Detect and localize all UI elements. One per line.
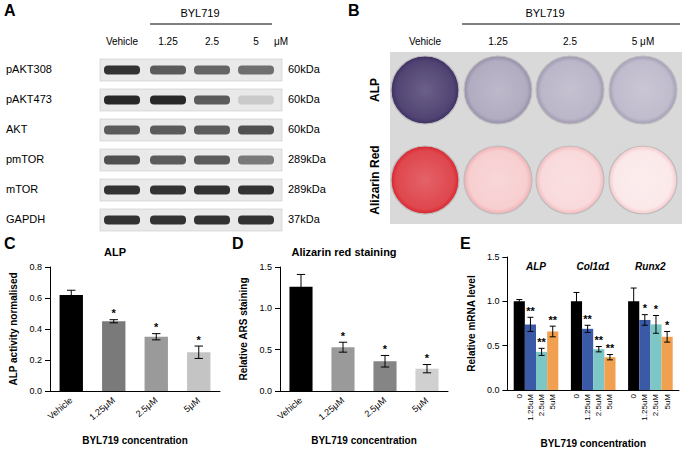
svg-text:0: 0	[572, 393, 581, 398]
svg-text:AKT: AKT	[6, 123, 28, 135]
svg-text:1.5: 1.5	[487, 252, 500, 262]
svg-text:ALP: ALP	[368, 78, 382, 102]
svg-text:2.5: 2.5	[563, 36, 577, 47]
svg-text:*: *	[383, 343, 388, 355]
svg-text:0.0: 0.0	[487, 385, 500, 395]
svg-text:pAKT308: pAKT308	[6, 63, 52, 75]
svg-text:Relative mRNA level: Relative mRNA level	[466, 275, 477, 372]
svg-text:Vehicle: Vehicle	[46, 395, 75, 421]
svg-text:BYL719: BYL719	[180, 7, 219, 19]
svg-text:60kDa: 60kDa	[288, 123, 321, 135]
svg-text:2.5: 2.5	[205, 36, 219, 47]
svg-text:**: **	[526, 305, 535, 317]
svg-text:5μM: 5μM	[182, 395, 202, 414]
svg-text:0.5: 0.5	[259, 345, 272, 355]
svg-text:Vehicle: Vehicle	[276, 395, 305, 421]
svg-text:**: **	[595, 334, 604, 346]
svg-text:ALP: ALP	[525, 261, 546, 272]
svg-text:0.6: 0.6	[29, 293, 42, 303]
svg-text:5: 5	[253, 36, 259, 47]
svg-text:1.25: 1.25	[488, 36, 508, 47]
svg-text:1.25μM: 1.25μM	[87, 395, 117, 422]
svg-text:GAPDH: GAPDH	[6, 213, 45, 225]
svg-text:5μM: 5μM	[410, 395, 430, 414]
svg-text:1.25μM: 1.25μM	[317, 395, 347, 422]
svg-text:0.2: 0.2	[29, 355, 42, 365]
svg-text:0: 0	[629, 393, 638, 398]
svg-text:2.5uM: 2.5uM	[651, 394, 660, 417]
svg-text:1.5: 1.5	[259, 262, 272, 272]
svg-text:289kDa: 289kDa	[288, 183, 327, 195]
svg-text:**: **	[548, 314, 557, 326]
svg-text:0.0: 0.0	[29, 386, 42, 396]
svg-text:pAKT473: pAKT473	[6, 93, 52, 105]
svg-text:289kDa: 289kDa	[288, 153, 327, 165]
svg-text:0.0: 0.0	[259, 386, 272, 396]
svg-text:1.25: 1.25	[158, 36, 178, 47]
svg-text:0.5: 0.5	[487, 341, 500, 351]
svg-text:5uM: 5uM	[663, 394, 672, 410]
svg-text:Alizarin red staining: Alizarin red staining	[291, 246, 396, 258]
svg-text:*: *	[425, 352, 430, 364]
svg-text:*: *	[197, 334, 202, 346]
svg-text:ALP activity normalised: ALP activity normalised	[8, 272, 19, 385]
svg-text:BYL719 concentration: BYL719 concentration	[82, 435, 188, 446]
svg-text:pmTOR: pmTOR	[6, 153, 44, 165]
svg-text:1.0: 1.0	[259, 303, 272, 313]
svg-text:60kDa: 60kDa	[288, 63, 321, 75]
html-text:C: C	[4, 235, 16, 252]
svg-text:1.0: 1.0	[487, 296, 500, 306]
svg-text:mTOR: mTOR	[6, 183, 38, 195]
svg-text:5uM: 5uM	[605, 394, 614, 410]
svg-text:*: *	[154, 321, 159, 333]
svg-text:Vehicle: Vehicle	[409, 36, 442, 47]
svg-text:Relative ARS staining: Relative ARS staining	[238, 278, 249, 381]
svg-text:1.25uM: 1.25uM	[583, 394, 592, 421]
svg-text:Runx2: Runx2	[635, 261, 666, 272]
svg-text:*: *	[654, 303, 659, 315]
svg-text:1.25uM: 1.25uM	[526, 394, 535, 421]
svg-text:Alizarin Red: Alizarin Red	[368, 145, 382, 214]
svg-text:2.5μM: 2.5μM	[134, 395, 160, 419]
html-text:E: E	[460, 235, 471, 252]
svg-text:*: *	[341, 330, 346, 342]
svg-text:37kDa: 37kDa	[288, 213, 321, 225]
svg-text:2.5uM: 2.5uM	[594, 394, 603, 417]
svg-text:1.25uM: 1.25uM	[640, 394, 649, 421]
svg-text:**: **	[606, 342, 615, 354]
html-text:D: D	[232, 235, 244, 252]
svg-text:**: **	[537, 336, 546, 348]
svg-text:BYL719 concentration: BYL719 concentration	[540, 438, 646, 449]
svg-text:2.5μM: 2.5μM	[362, 395, 388, 419]
svg-text:ALP: ALP	[104, 246, 126, 258]
svg-text:0: 0	[515, 393, 524, 398]
svg-text:2.5uM: 2.5uM	[537, 394, 546, 417]
svg-text:BYL719 concentration: BYL719 concentration	[311, 435, 417, 446]
svg-text:μM: μM	[274, 36, 288, 47]
svg-text:0.4: 0.4	[29, 324, 42, 334]
svg-text:60kDa: 60kDa	[288, 93, 321, 105]
svg-text:BYL719: BYL719	[525, 7, 564, 19]
svg-text:5uM: 5uM	[548, 394, 557, 410]
html-text:B: B	[348, 2, 360, 19]
html-text:A: A	[4, 2, 16, 19]
svg-text:5 μM: 5 μM	[632, 36, 654, 47]
svg-text:**: **	[583, 313, 592, 325]
svg-text:*: *	[112, 307, 117, 319]
svg-text:*: *	[665, 319, 670, 331]
svg-text:*: *	[643, 302, 648, 314]
svg-text:Col1α1: Col1α1	[576, 261, 610, 272]
svg-text:Vehicle: Vehicle	[106, 36, 139, 47]
svg-text:0.8: 0.8	[29, 262, 42, 272]
